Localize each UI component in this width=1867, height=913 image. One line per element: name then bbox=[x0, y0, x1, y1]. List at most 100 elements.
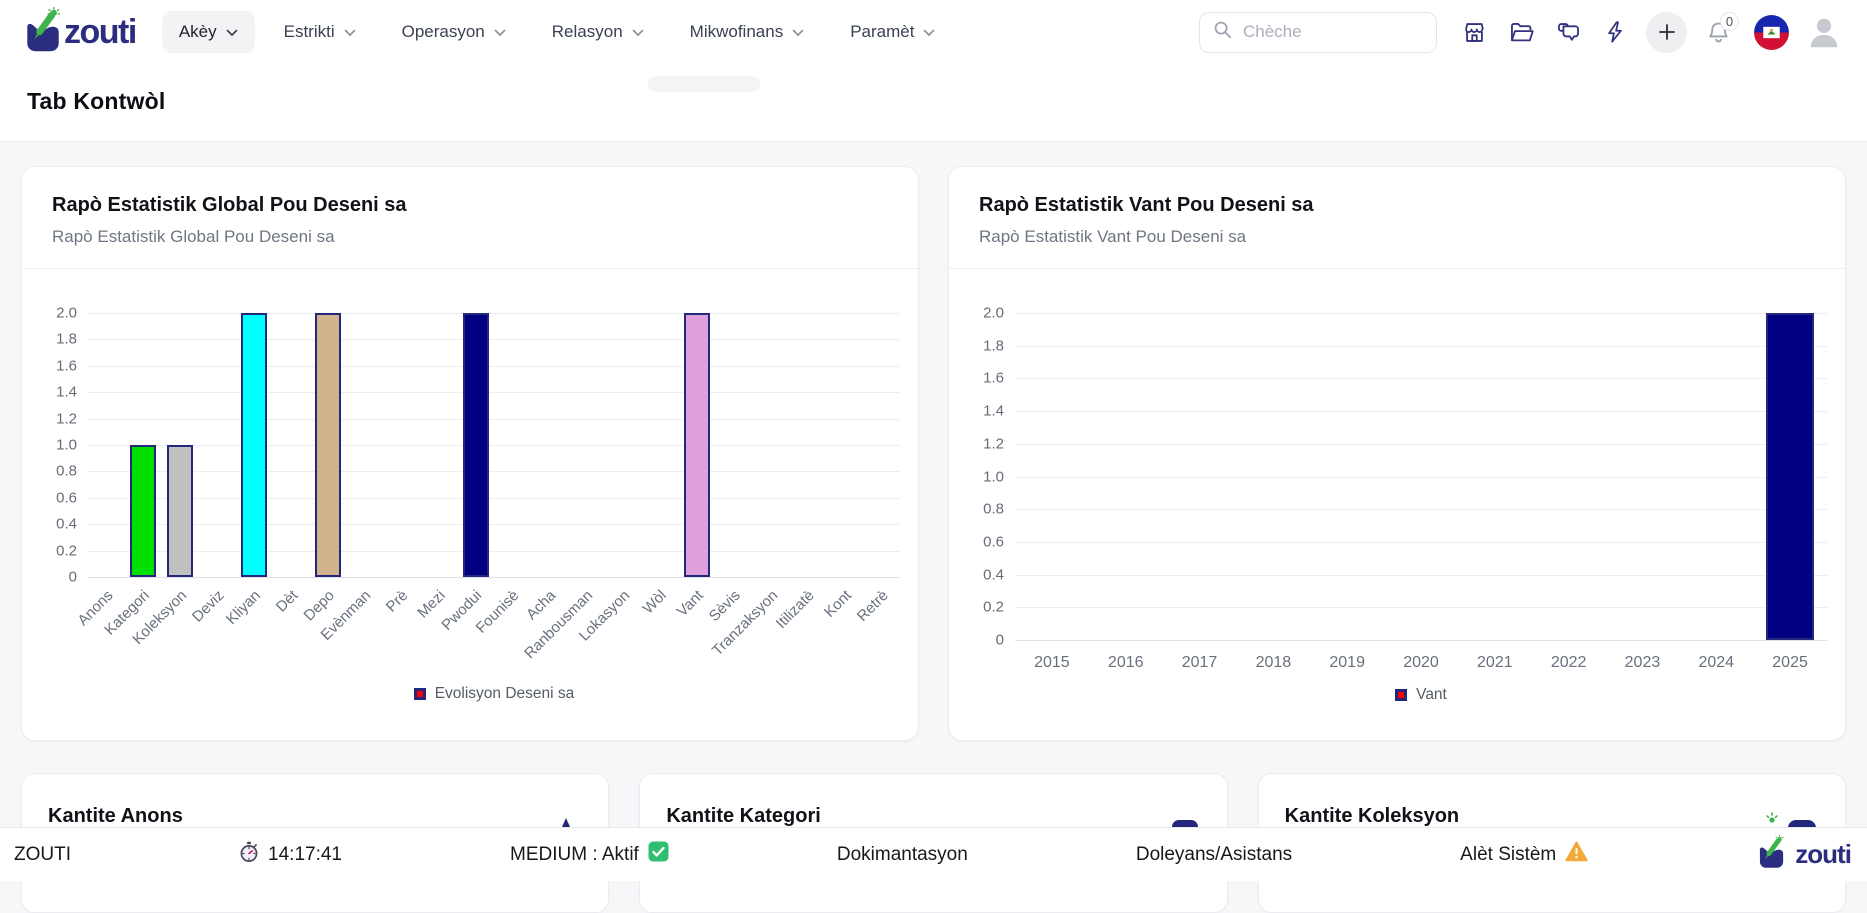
bar-koleksyon bbox=[167, 445, 193, 577]
gridline bbox=[1015, 411, 1827, 412]
y-axis-tick-label: 0.4 bbox=[983, 566, 1004, 583]
y-axis-tick-label: 1.0 bbox=[983, 468, 1004, 485]
language-flag-button[interactable] bbox=[1750, 11, 1792, 53]
chart-card-global: Rapò Estatistik Global Pou Deseni sa Rap… bbox=[21, 166, 919, 741]
gridline bbox=[1015, 477, 1827, 478]
nav-item-akey[interactable]: Akèy bbox=[162, 11, 255, 53]
gridline bbox=[88, 339, 900, 340]
gridline bbox=[88, 577, 900, 578]
y-axis-tick-label: 2.0 bbox=[56, 305, 77, 322]
chart-legend[interactable]: Vant bbox=[1015, 686, 1827, 704]
footer-status: MEDIUM : Aktif bbox=[510, 841, 669, 868]
gridline bbox=[88, 471, 900, 472]
chart-card-header: Rapò Estatistik Vant Pou Deseni sa Rapò … bbox=[949, 167, 1845, 269]
x-axis-tick-label: Retrè bbox=[854, 587, 892, 625]
chevron-down-icon bbox=[632, 29, 644, 37]
footer-link-dokimantasyon[interactable]: Dokimantasyon bbox=[837, 844, 968, 866]
gridline bbox=[88, 392, 900, 393]
x-axis-tick-label: 2024 bbox=[1698, 654, 1734, 672]
top-navigation-bar: zouti Akèy Estrikti Operasyon Relasyon M… bbox=[0, 0, 1867, 64]
footer-link-doleyans[interactable]: Doleyans/Asistans bbox=[1136, 844, 1292, 866]
logo-wordmark: zouti bbox=[64, 13, 136, 52]
search-input[interactable] bbox=[1241, 21, 1423, 43]
add-button[interactable] bbox=[1646, 12, 1687, 53]
x-axis-tick-label: Vant bbox=[674, 587, 707, 620]
chevron-down-icon bbox=[226, 29, 238, 37]
gridline bbox=[1015, 640, 1827, 641]
gridline bbox=[1015, 542, 1827, 543]
gridline bbox=[88, 551, 900, 552]
nav-item-estrikti[interactable]: Estrikti bbox=[267, 11, 373, 53]
footer-time: 14:17:41 bbox=[268, 844, 342, 866]
nav-item-operasyon[interactable]: Operasyon bbox=[385, 11, 523, 53]
bar-kliyan bbox=[241, 313, 267, 577]
x-axis-tick-label: 2019 bbox=[1329, 654, 1365, 672]
y-axis-tick-label: 0.2 bbox=[983, 599, 1004, 616]
stat-card-title: Kantite Koleksyon bbox=[1285, 805, 1819, 828]
logo-pen-icon bbox=[22, 7, 68, 58]
chevron-down-icon bbox=[494, 29, 506, 37]
y-axis-tick-label: 1.4 bbox=[56, 384, 77, 401]
y-axis-tick-label: 1.4 bbox=[983, 403, 1004, 420]
bar-vant bbox=[684, 313, 710, 577]
stopwatch-icon bbox=[239, 841, 259, 869]
stat-card-title: Kantite Anons bbox=[48, 805, 582, 828]
nav-item-label: Mikwofinans bbox=[690, 22, 784, 42]
y-axis-tick-label: 0 bbox=[69, 569, 77, 586]
logo-wordmark: zouti bbox=[1795, 839, 1851, 870]
header-icon-row: 0 bbox=[1453, 11, 1845, 53]
bar-pwodui bbox=[463, 313, 489, 577]
x-axis-tick-label: Deviz bbox=[189, 587, 228, 626]
gridline bbox=[1015, 575, 1827, 576]
lightning-button[interactable] bbox=[1594, 11, 1636, 53]
gridline bbox=[88, 445, 900, 446]
y-axis-tick-label: 0.4 bbox=[56, 516, 77, 533]
storefront-button[interactable] bbox=[1453, 11, 1495, 53]
user-avatar-button[interactable] bbox=[1803, 11, 1845, 53]
page-header: Tab Kontwòl bbox=[0, 64, 1867, 142]
chart-subtitle: Rapò Estatistik Global Pou Deseni sa bbox=[52, 227, 888, 247]
gridline bbox=[1015, 444, 1827, 445]
nav-item-label: Akèy bbox=[179, 22, 217, 42]
nav-item-label: Estrikti bbox=[284, 22, 335, 42]
search-icon bbox=[1213, 20, 1232, 44]
y-axis-tick-label: 0.8 bbox=[56, 463, 77, 480]
nav-item-relasyon[interactable]: Relasyon bbox=[535, 11, 661, 53]
chart-card-header: Rapò Estatistik Global Pou Deseni sa Rap… bbox=[22, 167, 918, 269]
x-axis-tick-label: Prè bbox=[383, 587, 412, 616]
chat-button[interactable] bbox=[1547, 11, 1589, 53]
nav-item-paramet[interactable]: Paramèt bbox=[833, 11, 952, 53]
dashboard-content: Rapò Estatistik Global Pou Deseni sa Rap… bbox=[0, 142, 1867, 913]
chevron-down-icon bbox=[923, 29, 935, 37]
chart-title: Rapò Estatistik Vant Pou Deseni sa bbox=[979, 194, 1815, 217]
x-axis-tick-label: Kliyan bbox=[223, 587, 264, 628]
footer-alert[interactable]: Alèt Sistèm bbox=[1460, 841, 1588, 868]
search-box bbox=[1199, 12, 1437, 53]
legend-swatch bbox=[1395, 689, 1407, 701]
legend-swatch bbox=[414, 688, 426, 700]
y-axis-tick-label: 1.2 bbox=[56, 410, 77, 427]
loading-placeholder bbox=[648, 76, 760, 92]
y-axis-tick-label: 1.8 bbox=[56, 331, 77, 348]
y-axis-tick-label: 0.2 bbox=[56, 542, 77, 559]
y-axis-tick-label: 2.0 bbox=[983, 305, 1004, 322]
status-bar: ZOUTI 14:17:41 MEDIUM : Aktif Dokimantas… bbox=[0, 827, 1867, 881]
nav-item-mikwofinans[interactable]: Mikwofinans bbox=[673, 11, 822, 53]
x-axis-tick-label: Kont bbox=[821, 587, 855, 621]
folder-button[interactable] bbox=[1500, 11, 1542, 53]
chevron-down-icon bbox=[344, 29, 356, 37]
notifications-button[interactable]: 0 bbox=[1697, 11, 1739, 53]
y-axis-tick-label: 0.6 bbox=[983, 533, 1004, 550]
gridline bbox=[88, 498, 900, 499]
app-logo[interactable]: zouti bbox=[22, 7, 136, 58]
footer-app-name: ZOUTI bbox=[14, 844, 71, 866]
x-axis-tick-label: 2018 bbox=[1256, 654, 1292, 672]
gridline bbox=[88, 524, 900, 525]
nav-item-label: Relasyon bbox=[552, 22, 623, 42]
x-axis-tick-label: 2022 bbox=[1551, 654, 1587, 672]
nav-item-label: Operasyon bbox=[402, 22, 485, 42]
x-axis-tick-label: 2023 bbox=[1625, 654, 1661, 672]
chart-legend[interactable]: Evolisyon Deseni sa bbox=[88, 685, 900, 703]
